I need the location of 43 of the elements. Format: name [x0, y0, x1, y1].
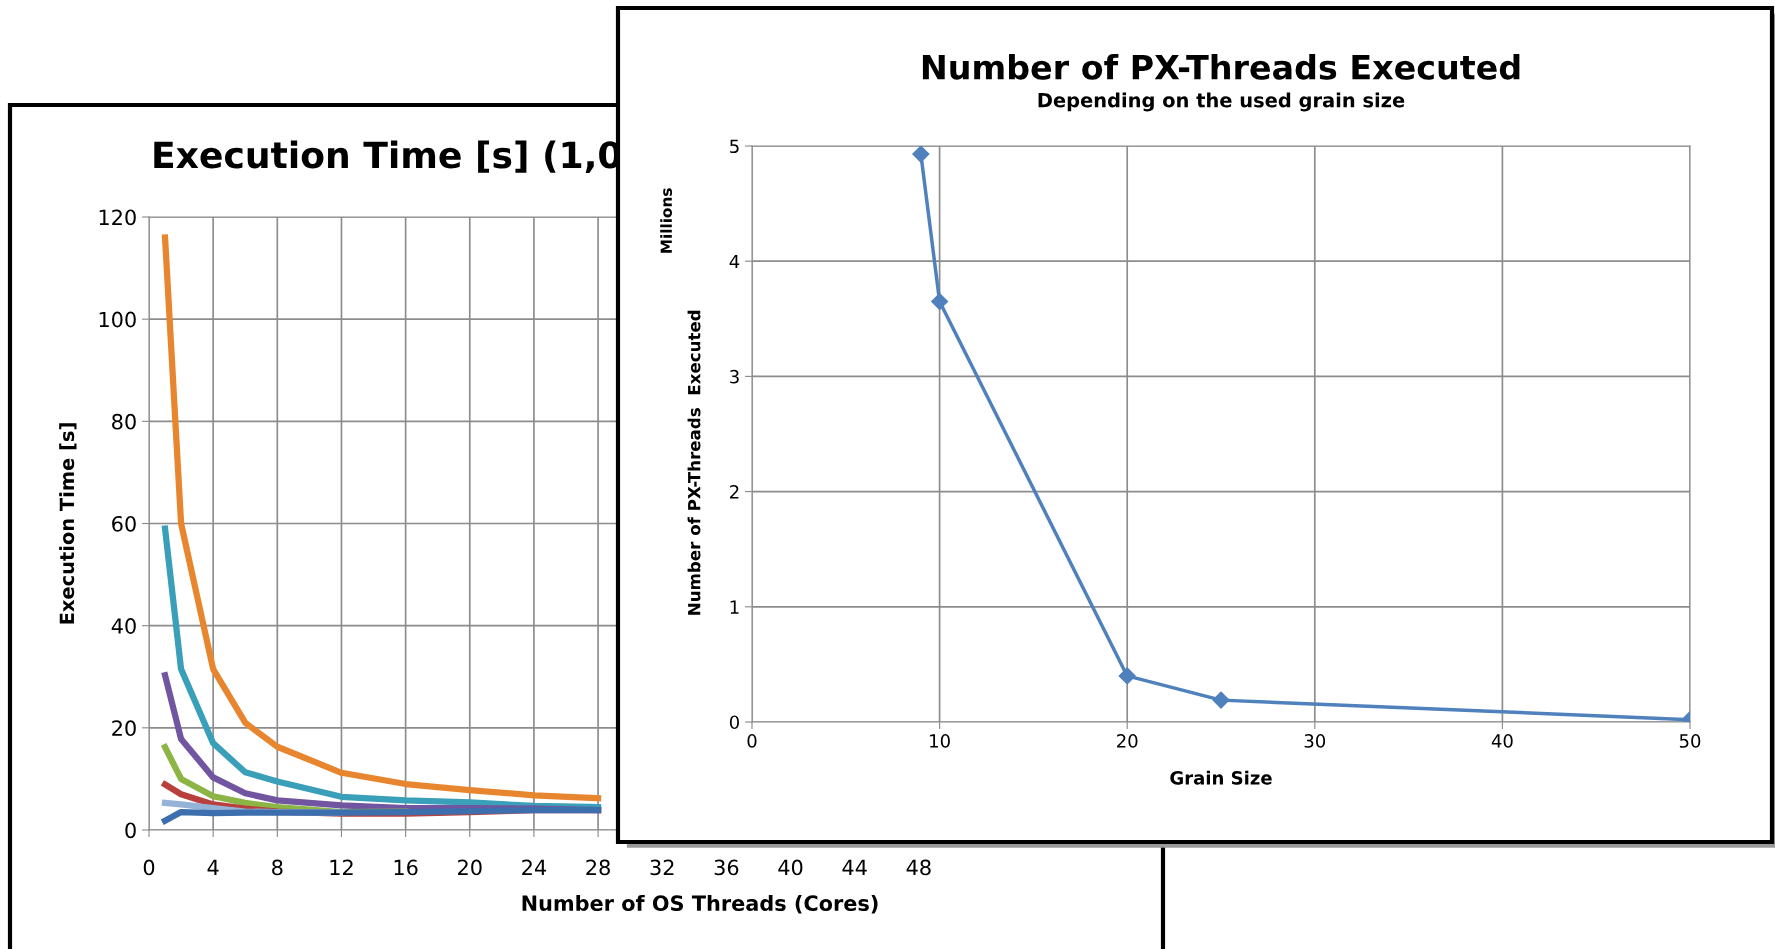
y-axis-title: Execution Time [s] [59, 423, 77, 624]
y-tick-label: 4 [729, 254, 740, 269]
x-tick-label: 50 [1679, 734, 1701, 748]
x-axis-title: Grain Size [1170, 770, 1272, 785]
x-tick-label: 40 [1491, 734, 1513, 748]
x-tick-label: 36 [714, 859, 739, 876]
y-tick-label: 40 [111, 618, 136, 634]
x-tick-label: 16 [394, 859, 418, 876]
x-tick-label: 32 [650, 859, 674, 876]
x-tick-label: 12 [330, 859, 353, 875]
x-tick-label: 20 [1117, 734, 1138, 748]
x-axis-title: Number of OS Threads (Cores) [522, 894, 878, 914]
x-tick-label: 10 [930, 734, 950, 748]
x-tick-label: 20 [458, 859, 482, 876]
y-tick-label: 80 [112, 413, 136, 430]
y-tick-label: 0 [729, 715, 739, 730]
x-tick-label: 24 [522, 859, 547, 875]
y-axis-title: Number of PX-Threads Executed [687, 310, 701, 615]
x-tick-label: 0 [143, 859, 155, 876]
y-tick-label: 1 [730, 600, 739, 614]
y-tick-label: 3 [730, 369, 739, 384]
chart-title: Number of PX-Threads Executed [922, 54, 1520, 80]
x-tick-label: 30 [1304, 734, 1326, 748]
point [1118, 667, 1136, 685]
x-tick-label: 48 [906, 859, 931, 876]
x-tick-label: 28 [586, 859, 610, 876]
x-tick-label: 4 [207, 859, 219, 875]
point [1212, 691, 1230, 709]
y-tick-label: 60 [112, 515, 136, 532]
x-tick-label: 8 [272, 859, 283, 876]
y-tick-label: 100 [99, 311, 136, 328]
annotation: Millions [660, 188, 673, 253]
y-tick-label: 0 [125, 822, 136, 839]
x-tick-label: 40 [778, 859, 803, 876]
y-tick-label: 2 [730, 485, 739, 499]
x-tick-label: 44 [842, 859, 867, 875]
chart-subtitle: Depending on the used grain size [1038, 92, 1405, 112]
y-tick-label: 5 [730, 139, 739, 154]
y-tick-label: 120 [99, 209, 136, 226]
y-tick-label: 20 [112, 720, 136, 737]
x-tick-label: 0 [747, 734, 757, 748]
point [912, 146, 930, 163]
point [931, 292, 949, 311]
